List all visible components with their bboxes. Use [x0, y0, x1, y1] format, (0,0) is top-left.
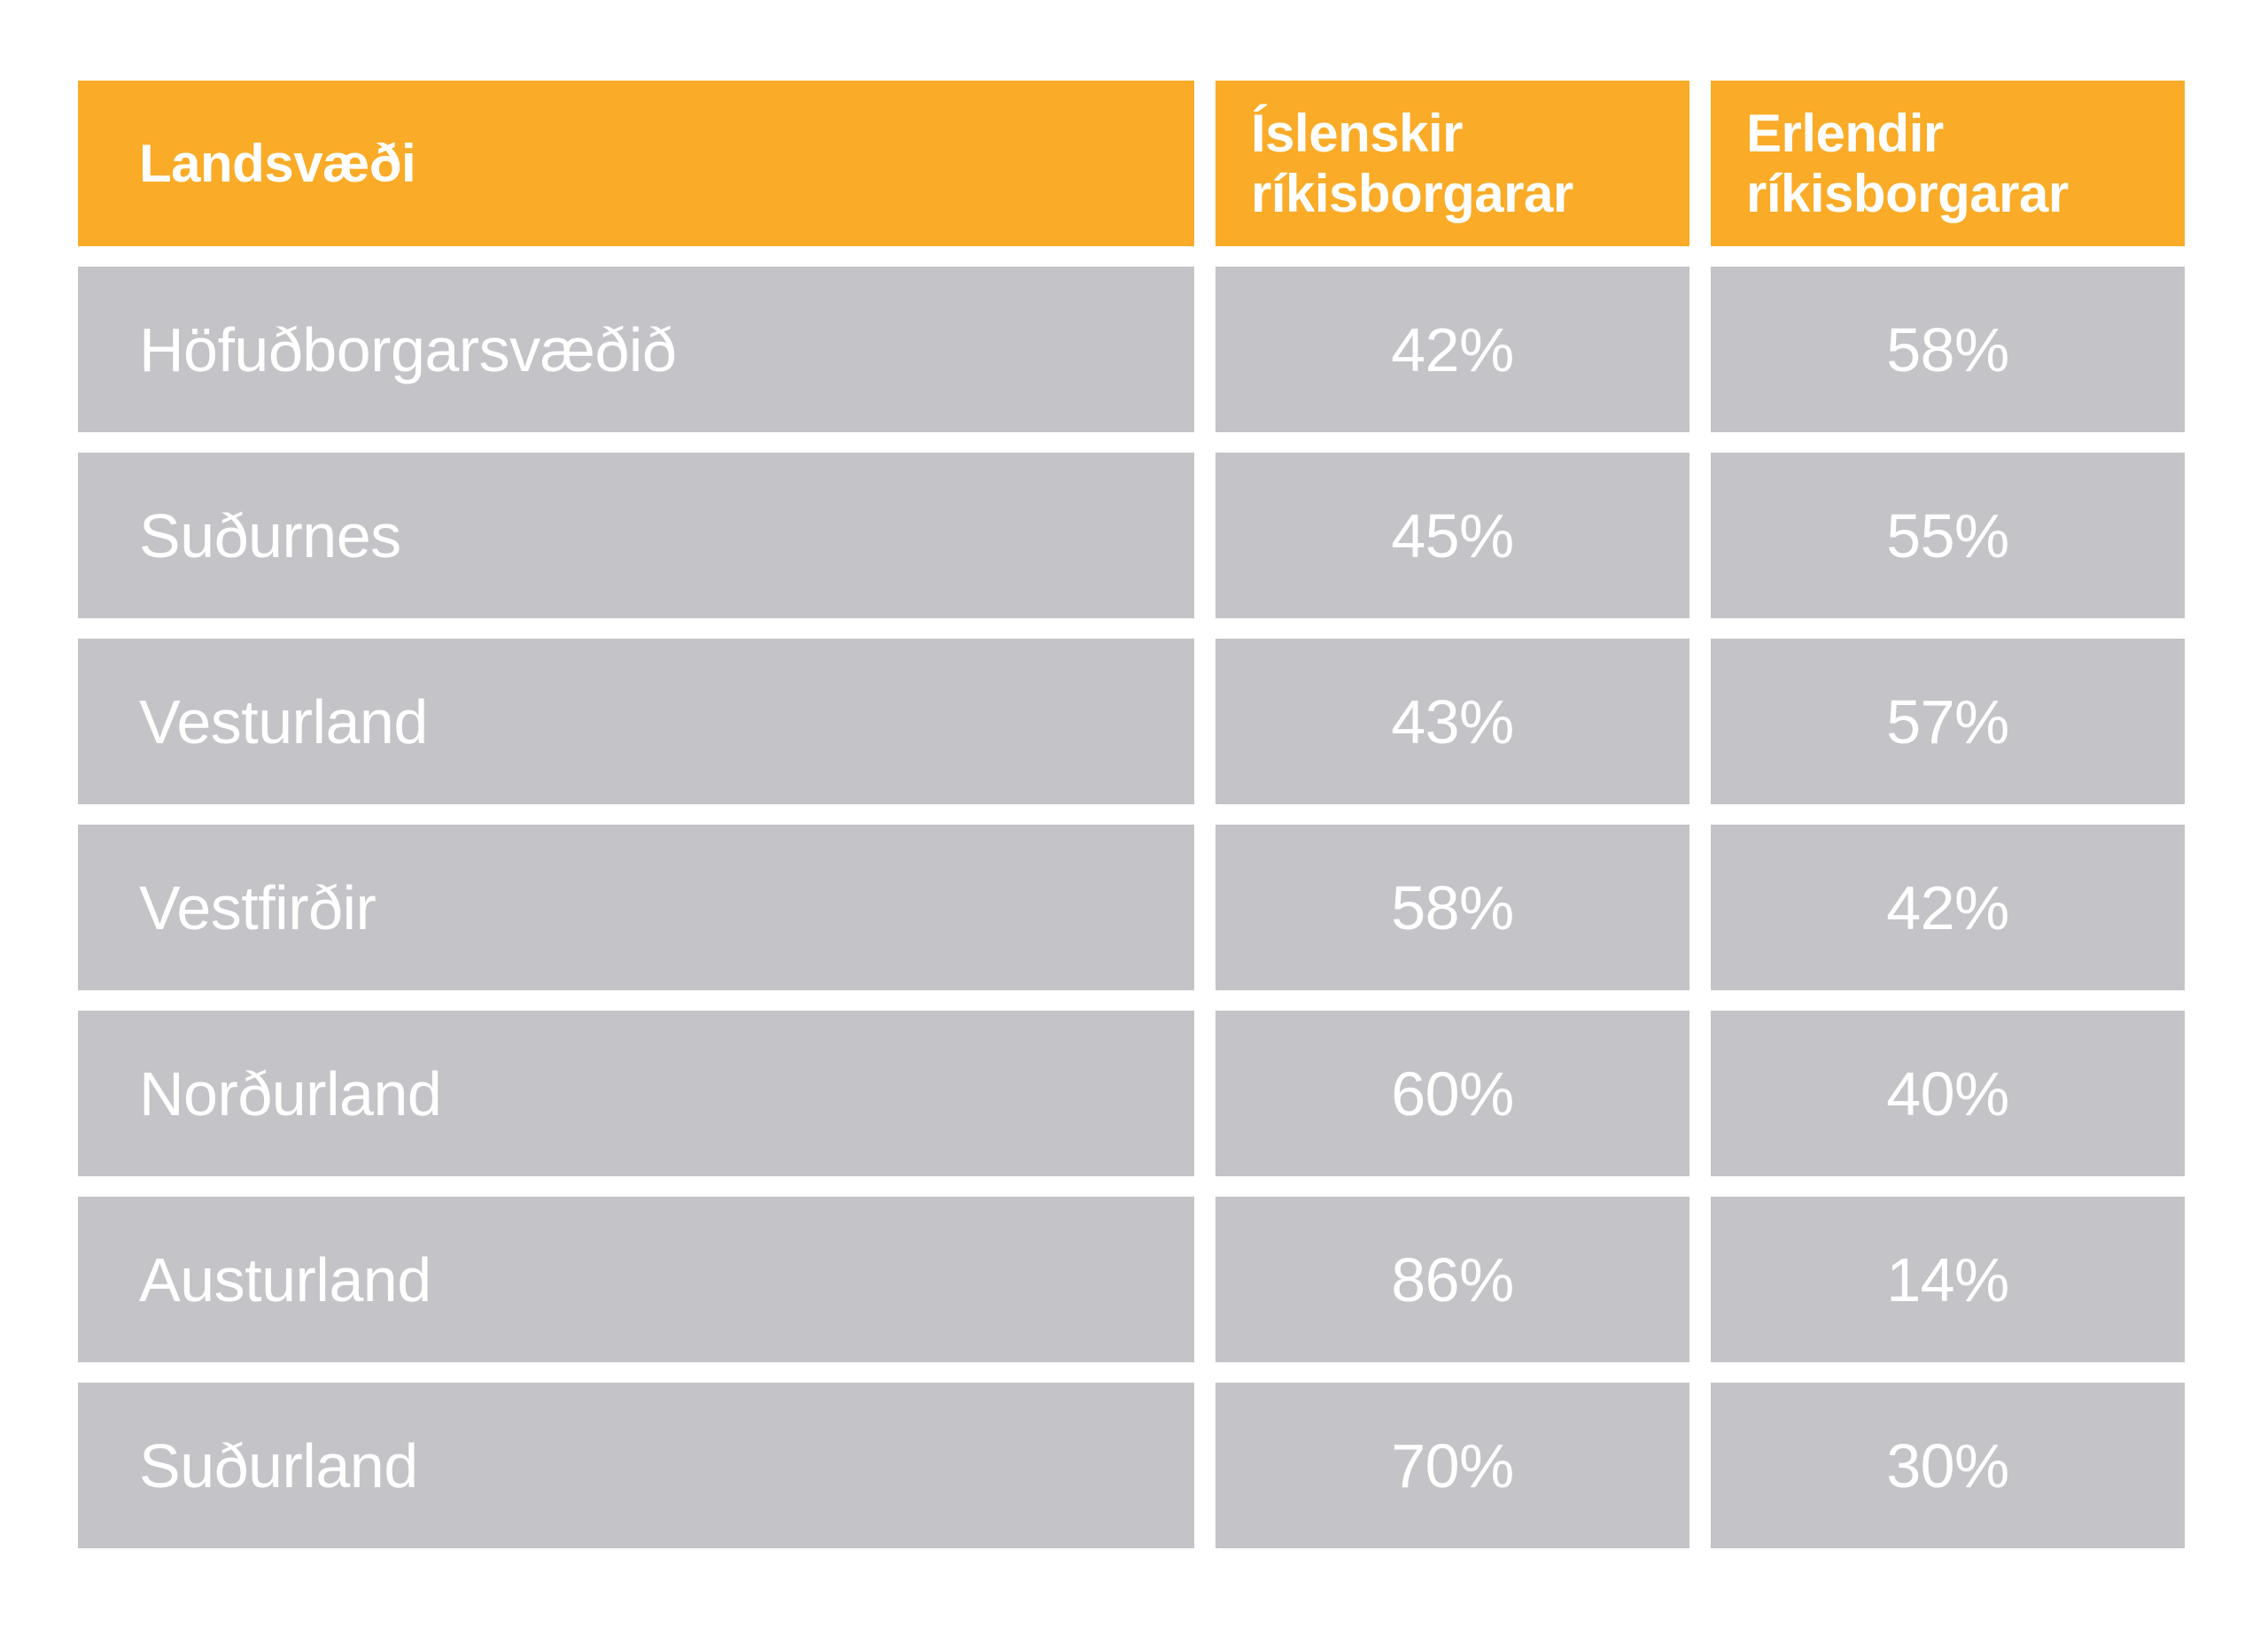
islenskir-value-cell: 86% — [1216, 1197, 1689, 1362]
erlendir-value-cell: 14% — [1711, 1197, 2185, 1362]
column-header-erlendir-rikisborgarar: Erlendir ríkisborgarar — [1711, 81, 2185, 246]
region-cell: Vesturland — [78, 639, 1194, 804]
erlendir-value-cell: 55% — [1711, 453, 2185, 618]
islenskir-value-cell: 45% — [1216, 453, 1689, 618]
region-cell: Norðurland — [78, 1011, 1194, 1176]
islenskir-value-cell: 58% — [1216, 825, 1689, 990]
column-header-landsvaedi: Landsvæði — [78, 81, 1194, 246]
region-cell: Höfuðborgarsvæðið — [78, 267, 1194, 432]
regions-citizenship-table: Landsvæði Íslenskir ríkisborgarar Erlend… — [78, 81, 2185, 1548]
islenskir-value-cell: 42% — [1216, 267, 1689, 432]
region-cell: Vestfirðir — [78, 825, 1194, 990]
erlendir-value-cell: 58% — [1711, 267, 2185, 432]
islenskir-value-cell: 43% — [1216, 639, 1689, 804]
erlendir-value-cell: 42% — [1711, 825, 2185, 990]
region-cell: Suðurland — [78, 1383, 1194, 1548]
erlendir-value-cell: 57% — [1711, 639, 2185, 804]
erlendir-value-cell: 30% — [1711, 1383, 2185, 1548]
erlendir-value-cell: 40% — [1711, 1011, 2185, 1176]
column-header-islenskir-rikisborgarar: Íslenskir ríkisborgarar — [1216, 81, 1689, 246]
region-cell: Suðurnes — [78, 453, 1194, 618]
region-cell: Austurland — [78, 1197, 1194, 1362]
islenskir-value-cell: 60% — [1216, 1011, 1689, 1176]
islenskir-value-cell: 70% — [1216, 1383, 1689, 1548]
